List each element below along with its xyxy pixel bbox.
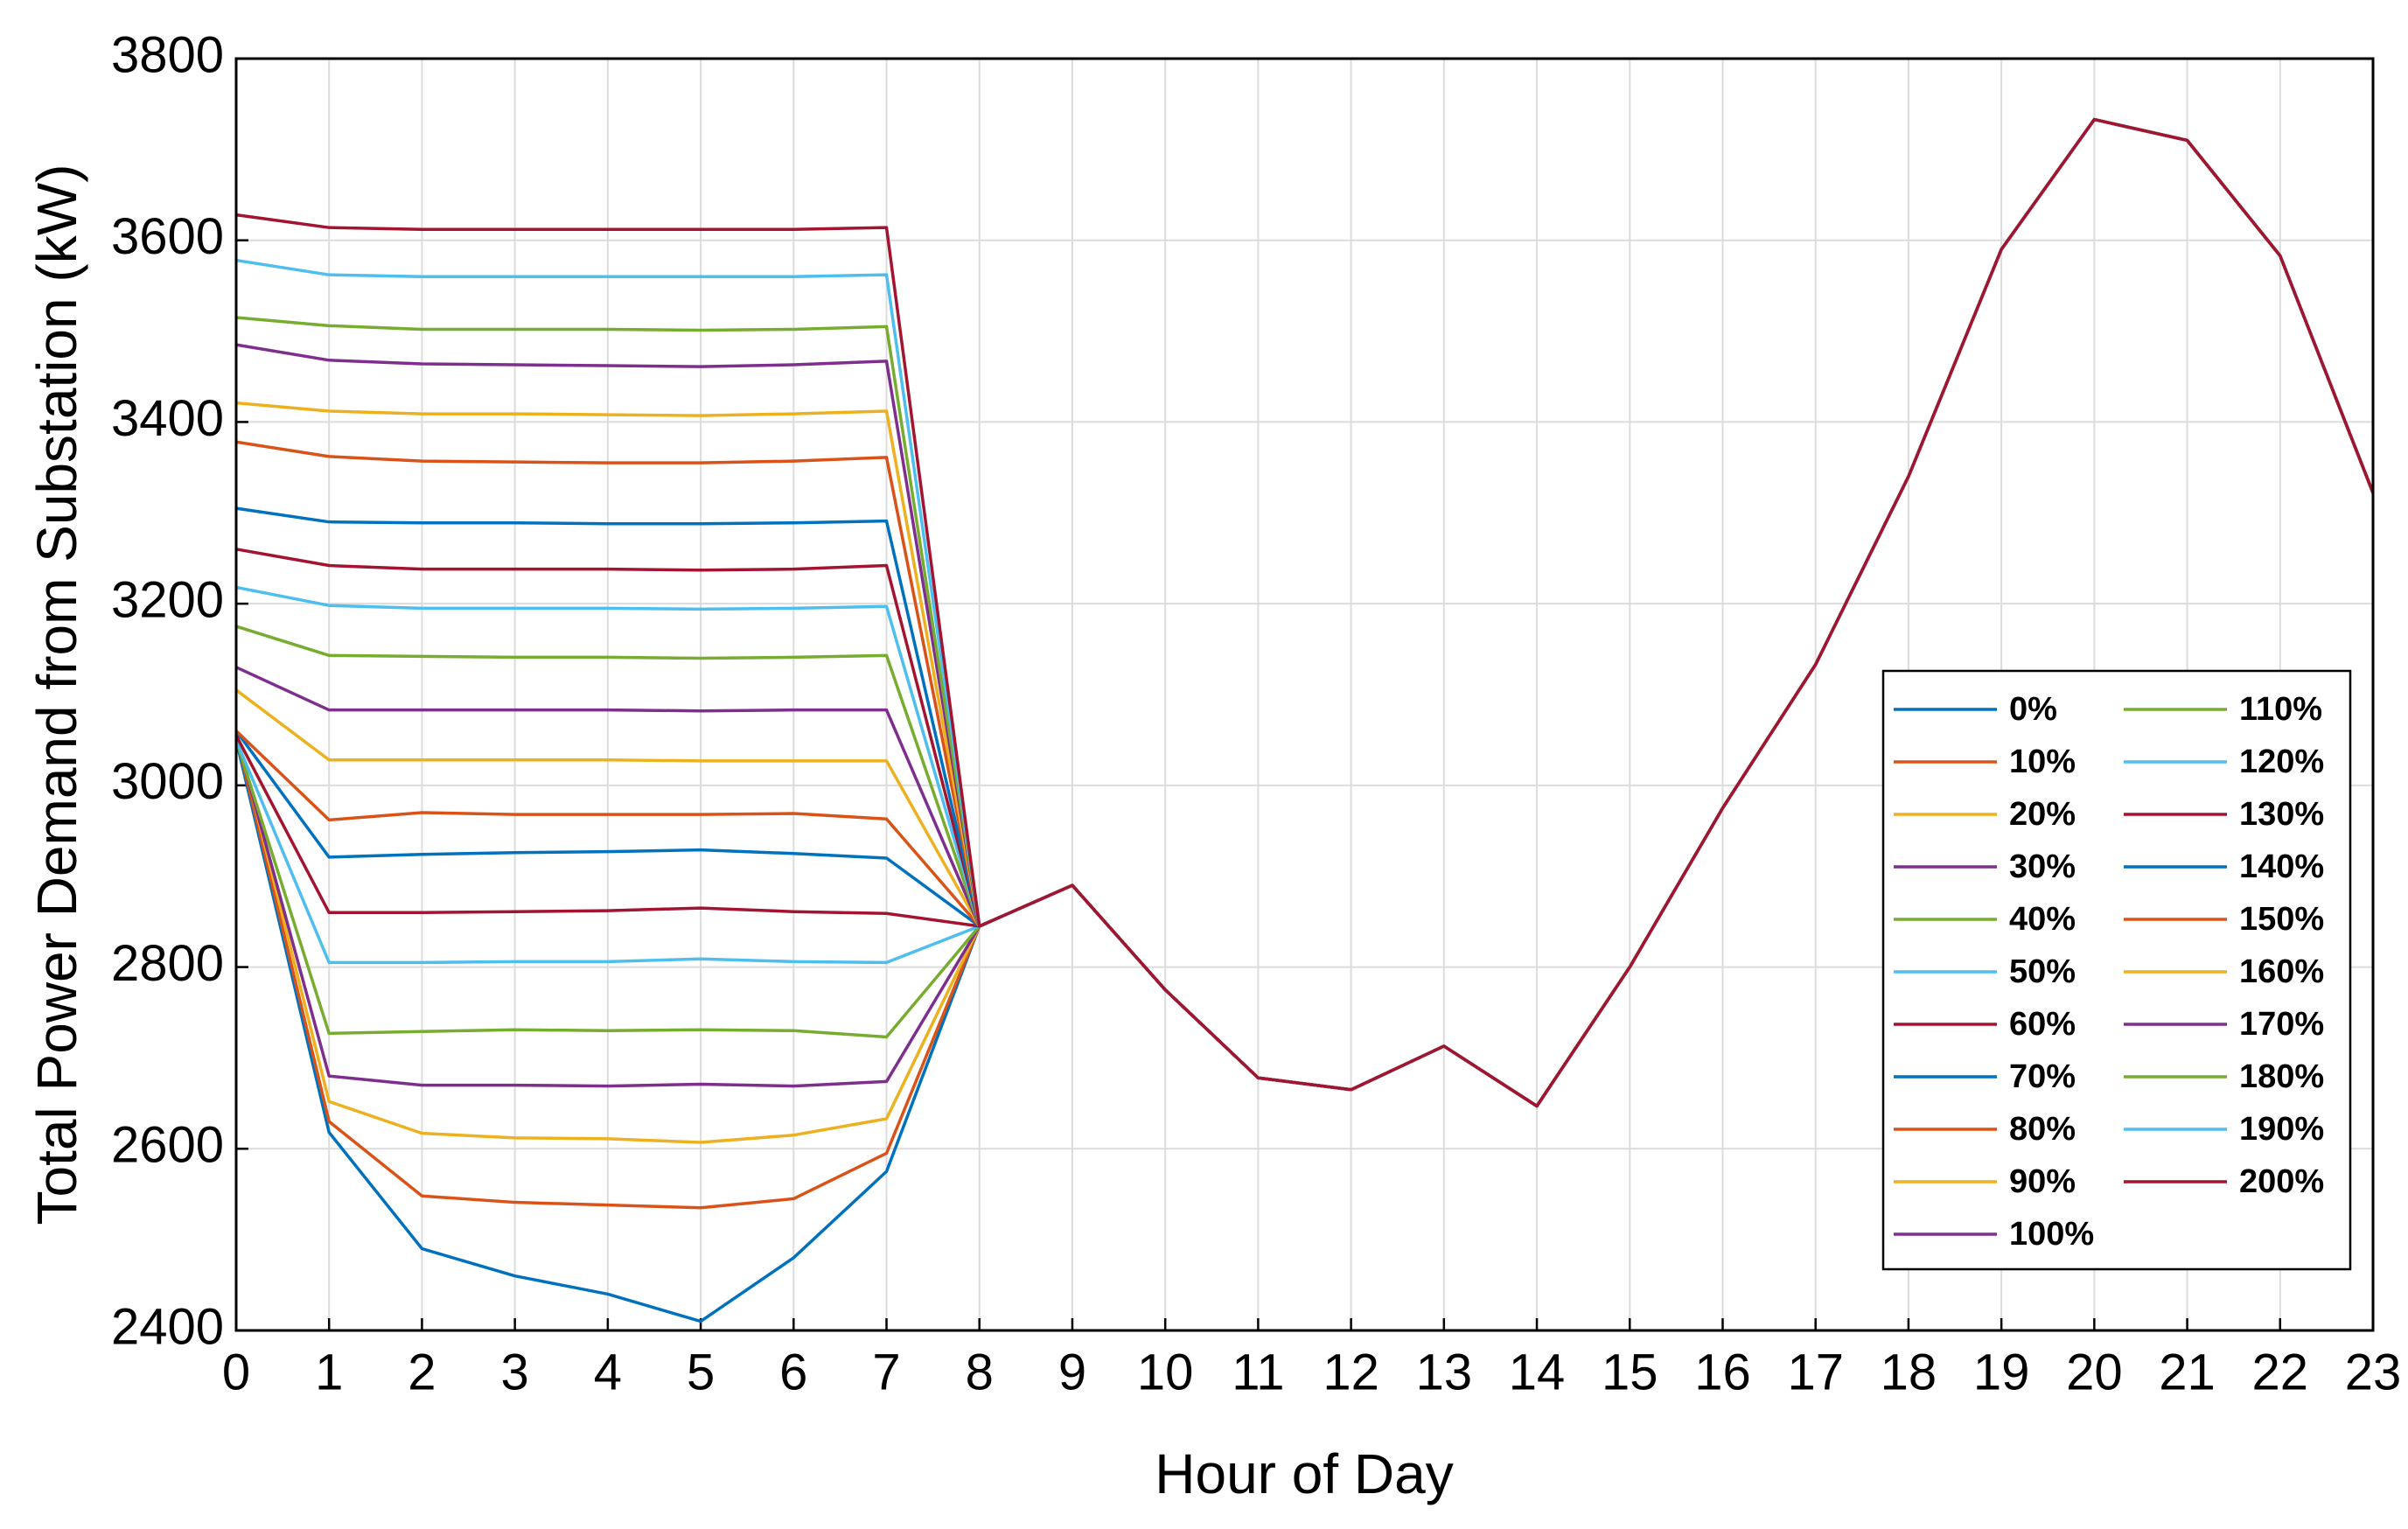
legend: 0% 10% 20% 30% 40% 50% 60% 70% 80% 90% 100% 110% 120… [1881,669,2352,1271]
y-tick-label: 3600 [111,208,224,265]
x-tick-label: 8 [966,1344,994,1400]
x-tick-label: 12 [1323,1344,1379,1400]
x-tick-label: 14 [1509,1344,1566,1400]
legend-label: 110% [2239,691,2322,728]
x-tick-label: 2 [408,1344,436,1400]
y-tick-label: 3800 [111,26,224,83]
legend-box [1881,669,2352,1271]
legend-label: 130% [2239,796,2324,833]
x-tick-label: 5 [687,1344,715,1400]
x-tick-label: 6 [779,1344,807,1400]
x-tick-label: 15 [1602,1344,1658,1400]
series-line [235,117,2375,1108]
legend-label: 140% [2239,848,2324,885]
x-tick-label: 19 [1973,1344,2030,1400]
x-tick-label: 17 [1787,1344,1844,1400]
axes-frame [234,57,2375,1332]
y-tick-label: 2800 [111,935,224,992]
legend-label: 100% [2009,1216,2094,1253]
x-tick-label: 23 [2345,1344,2402,1400]
y-tick-label: 2400 [111,1298,224,1355]
legend-label: 70% [2009,1058,2076,1095]
legend-label: 60% [2009,1006,2076,1043]
legend-label: 170% [2239,1006,2324,1043]
x-tick-label: 16 [1694,1344,1751,1400]
x-tick-label: 20 [2066,1344,2123,1400]
legend-label: 90% [2009,1163,2076,1200]
x-axis-label: Hour of Day [1155,1442,1453,1505]
x-tick-label: 10 [1137,1344,1194,1400]
legend-label: 20% [2009,796,2076,833]
x-tick-label: 7 [872,1344,900,1400]
legend-label: 120% [2239,744,2324,780]
x-tick-label: 0 [222,1344,250,1400]
y-tick-label: 3000 [111,753,224,810]
x-tick-label: 1 [315,1344,343,1400]
legend-label: 150% [2239,901,2324,938]
legend-label: 10% [2009,744,2076,780]
y-tick-label: 3400 [111,390,224,447]
legend-label: 40% [2009,901,2076,938]
y-axis-label: Total Power Demand from Substation (kW) [25,164,88,1225]
x-tick-label: 3 [501,1344,529,1400]
x-tick-label: 9 [1058,1344,1086,1400]
x-tick-label: 22 [2252,1344,2309,1400]
legend-label: 80% [2009,1111,2076,1148]
x-tick-label: 4 [594,1344,622,1400]
x-tick-label: 11 [1232,1344,1284,1400]
legend-label: 50% [2009,953,2076,990]
legend-label: 180% [2239,1058,2324,1095]
x-tick-label: 18 [1881,1344,1937,1400]
legend-label: 0% [2009,691,2057,728]
x-tick-label: 21 [2159,1344,2216,1400]
y-tick-label: 2600 [111,1117,224,1174]
legend-label: 200% [2239,1163,2324,1200]
legend-label: 30% [2009,848,2076,885]
y-tick-label: 3200 [111,571,224,628]
legend-label: 190% [2239,1111,2324,1148]
legend-label: 160% [2239,953,2324,990]
x-tick-label: 13 [1416,1344,1473,1400]
